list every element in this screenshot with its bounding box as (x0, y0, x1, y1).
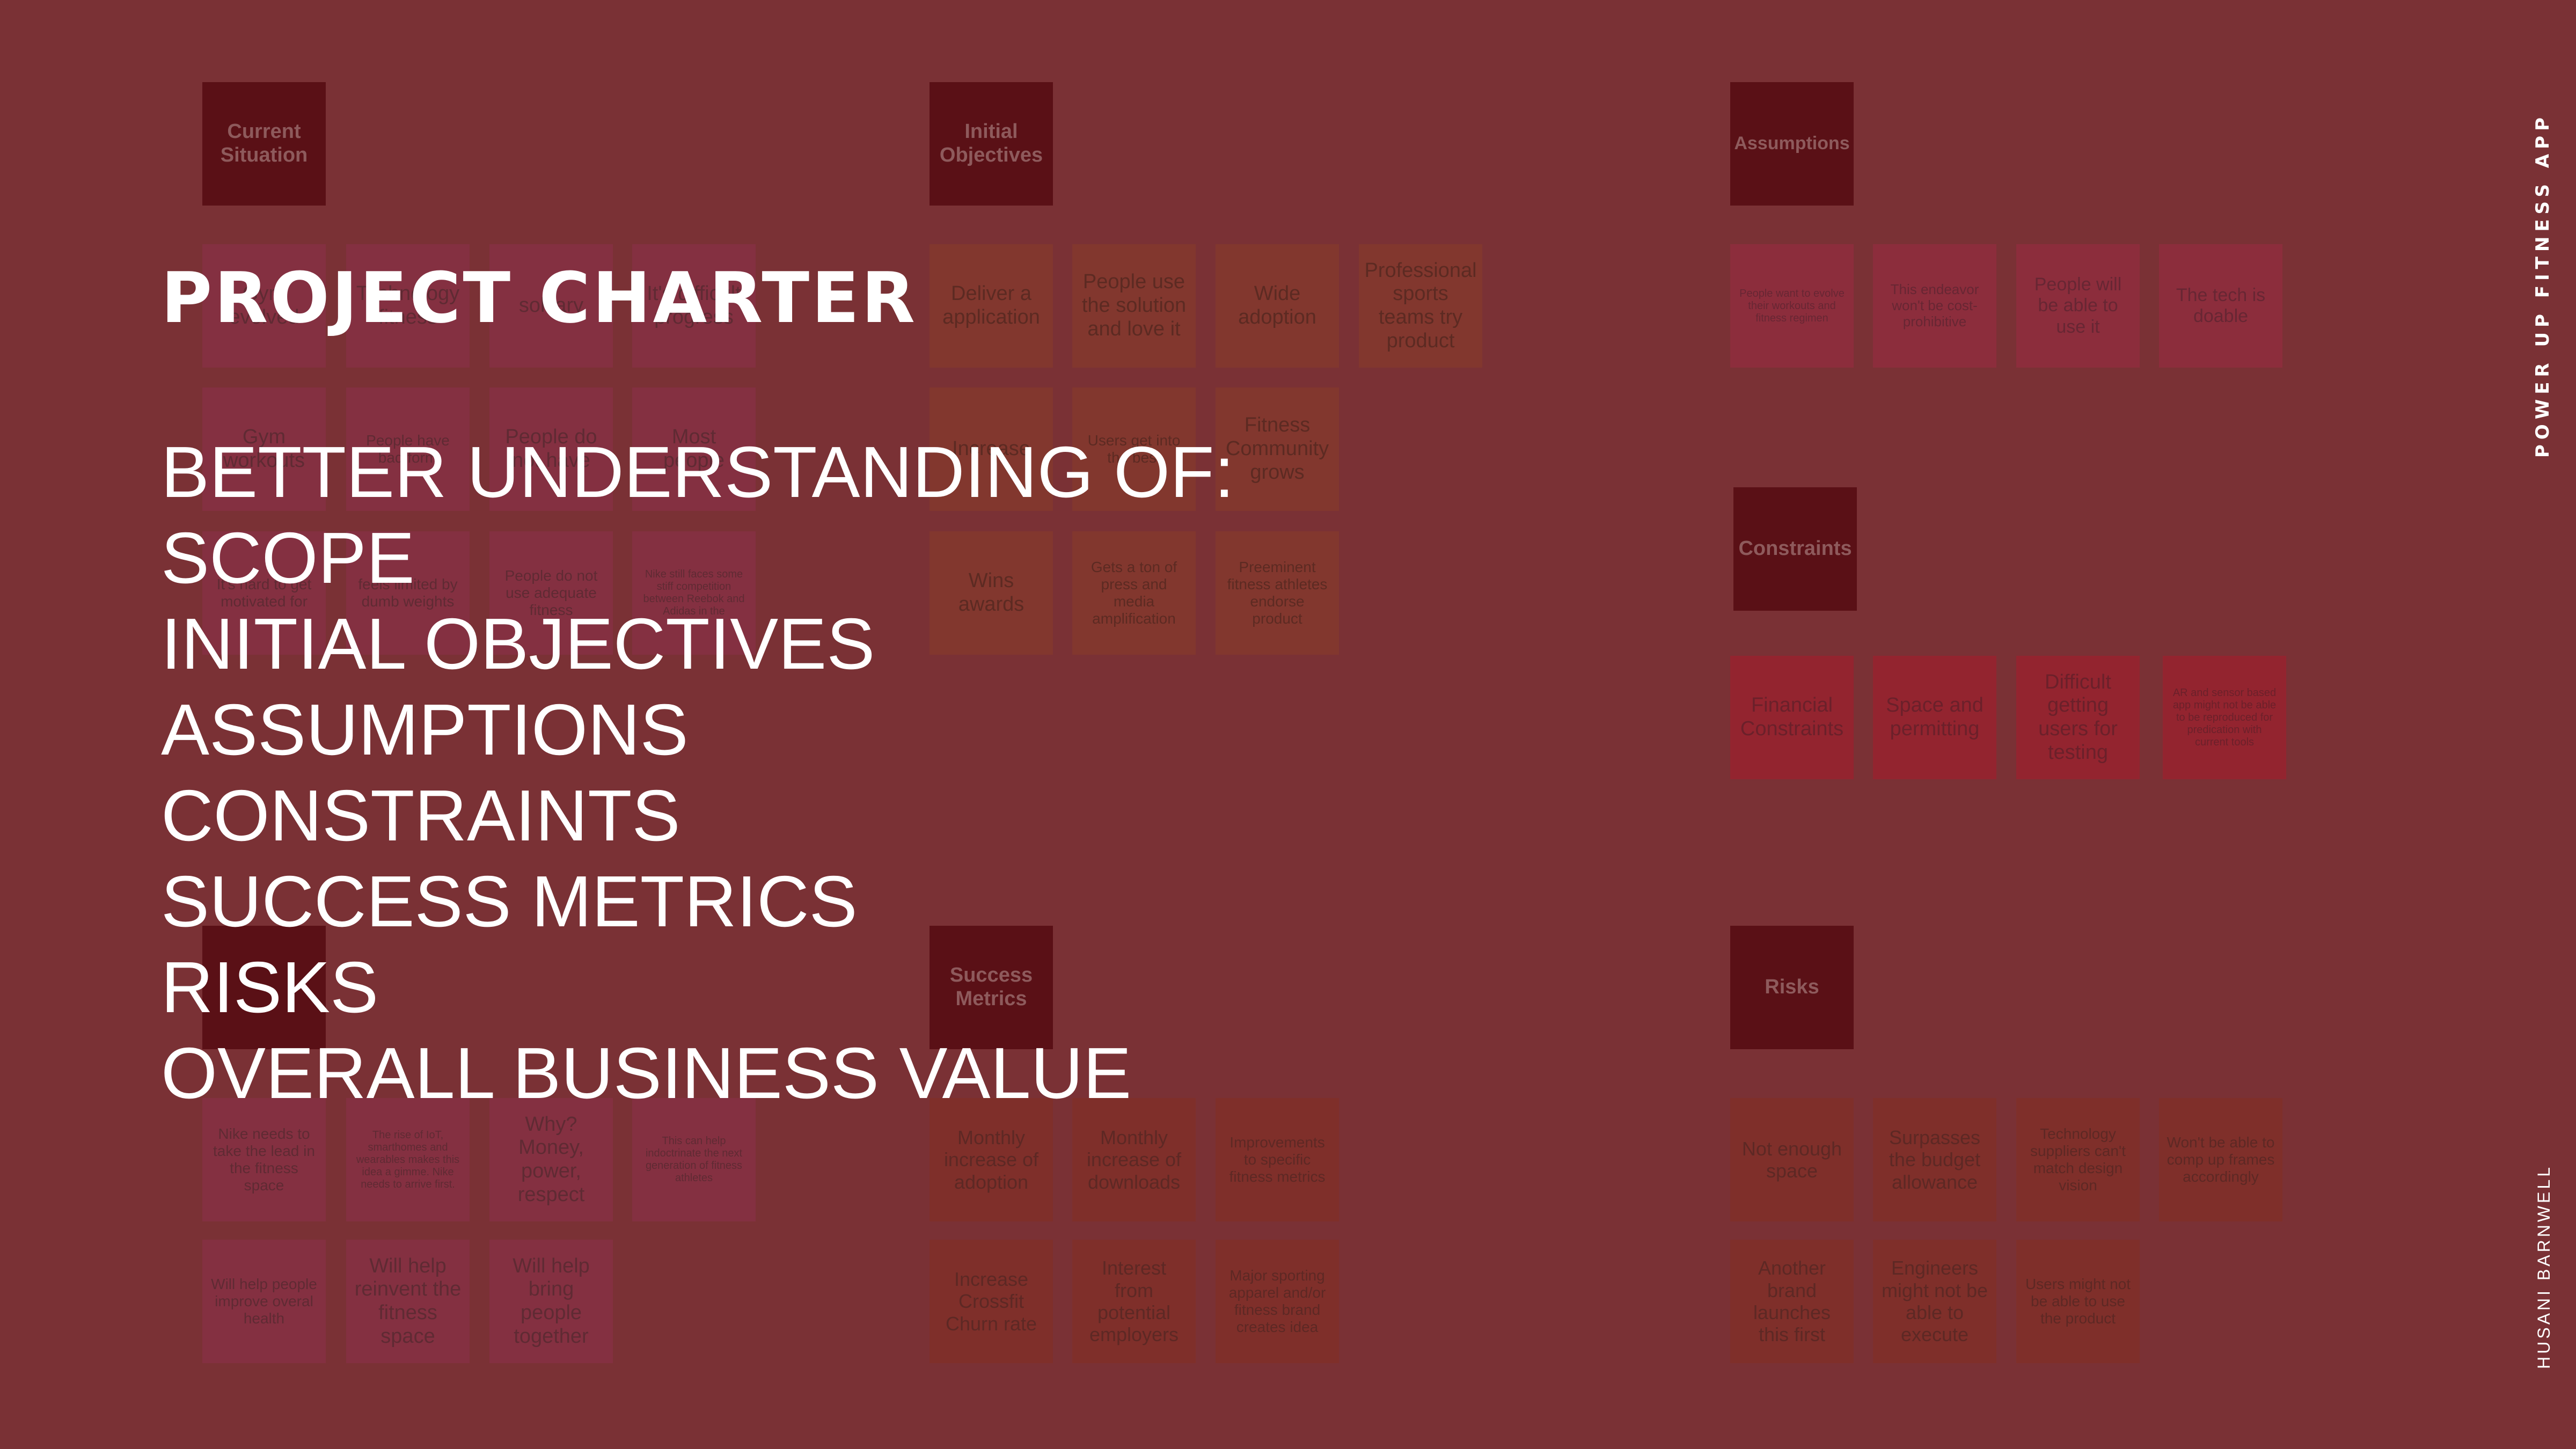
note-current: Nike still faces some stiff competition … (632, 531, 756, 655)
note-current: Gym workouts (202, 387, 326, 511)
topic-item: RISKS (161, 947, 379, 1028)
topic-list: BETTER UNDERSTANDING OF: SCOPE INITIAL O… (161, 429, 1234, 1116)
note-assumption: People want to evolve their workouts and… (1730, 244, 1854, 368)
note-objective: People use the solution and love it (1072, 244, 1196, 368)
note-current: solitary (489, 244, 613, 368)
note-risk: Another brand launches this first (1730, 1240, 1854, 1363)
note-value: Nike needs to take the lead in the fitne… (202, 1098, 326, 1221)
note-success-metric: Monthly increase of adoption (930, 1098, 1053, 1221)
note-current: People do not use adequate fitness (489, 531, 613, 655)
note-success-metric: Increase Crossfit Churn rate (930, 1240, 1053, 1363)
note-objective: Preeminent fitness athletes endorse prod… (1216, 531, 1339, 655)
author-label: HUSANI BARNWELL (2534, 1165, 2553, 1369)
note-constraint: AR and sensor based app might not be abl… (2163, 656, 2286, 779)
topic-item: BETTER UNDERSTANDING OF: (161, 431, 1235, 513)
note-success-metric: Improvements to specific fitness metrics (1216, 1098, 1339, 1221)
note-current: People have bad form (346, 387, 470, 511)
note-objective: Professional sports teams try product (1359, 244, 1482, 368)
note-risk: Engineers might not be able to execute (1873, 1240, 1996, 1363)
topic-item: SCOPE (161, 517, 415, 598)
note-assumption: People will be able to use it (2016, 244, 2140, 368)
note-value: This can help indoctrinate the next gene… (632, 1098, 756, 1221)
note-risk: Surpasses the budget allowance (1873, 1098, 1996, 1221)
topic-item: OVERALL BUSINESS VALUE (161, 1033, 1132, 1114)
note-current: It's hard to get motivated for (202, 531, 326, 655)
note-constraint: Difficult getting users for testing (2016, 656, 2140, 779)
topic-item: CONSTRAINTS (161, 775, 680, 856)
note-current: Technology fitness (346, 244, 470, 368)
note-value: Will help reinvent the fitness space (346, 1240, 470, 1363)
note-current: Most people (632, 387, 756, 511)
note-objective: Wins awards (930, 531, 1053, 655)
note-success-metric: Interest from potential employers (1072, 1240, 1196, 1363)
app-name-label: POWER UP FITNESS APP (2532, 113, 2553, 458)
topic-item: ASSUMPTIONS (161, 689, 689, 770)
note-risk: Technology suppliers can't match design … (2016, 1098, 2140, 1221)
header-initial-objectives: Initial Objectives (930, 82, 1053, 206)
note-constraint: Financial Constraints (1730, 656, 1854, 779)
note-value: Will help bring people together (489, 1240, 613, 1363)
header-success-metrics: Success Metrics (930, 926, 1053, 1049)
note-success-metric: Monthly increase of downloads (1072, 1098, 1196, 1221)
header-risks: Risks (1730, 926, 1854, 1049)
header-value (202, 926, 326, 1049)
note-objective: Fitness Community grows (1216, 387, 1339, 511)
topic-item: SUCCESS METRICS (161, 861, 858, 942)
note-current: It's difficult progress (632, 244, 756, 368)
note-value: Will help people improve overal health (202, 1240, 326, 1363)
note-assumption: This endeavor won't be cost-prohibitive (1873, 244, 1996, 368)
header-constraints: Constraints (1733, 487, 1857, 611)
note-risk: Users might not be able to use the produ… (2016, 1240, 2140, 1363)
note-constraint: Space and permitting (1873, 656, 1996, 779)
note-objective: Gets a ton of press and media amplificat… (1072, 531, 1196, 655)
slide-title: PROJECT CHARTER (161, 257, 918, 339)
note-value: Why? Money, power, respect (489, 1098, 613, 1221)
note-current: feels limited by dumb weights (346, 531, 470, 655)
note-objective: Wide adoption (1216, 244, 1339, 368)
note-current: Gym evolved (202, 244, 326, 368)
header-assumptions: Assumptions (1730, 82, 1854, 206)
note-assumption: The tech is doable (2159, 244, 2282, 368)
note-current: People do not have (489, 387, 613, 511)
note-objective: Users get into the best (1072, 387, 1196, 511)
note-success-metric: Major sporting apparel and/or fitness br… (1216, 1240, 1339, 1363)
note-value: The rise of IoT, smarthomes and wearable… (346, 1098, 470, 1221)
note-objective: Increase (930, 387, 1053, 511)
note-risk: Not enough space (1730, 1098, 1854, 1221)
note-risk: Won't be able to comp up frames accordin… (2159, 1098, 2282, 1221)
header-current-situation: Current Situation (202, 82, 326, 206)
topic-item: INITIAL OBJECTIVES (161, 603, 875, 684)
note-objective: Deliver a application (930, 244, 1053, 368)
